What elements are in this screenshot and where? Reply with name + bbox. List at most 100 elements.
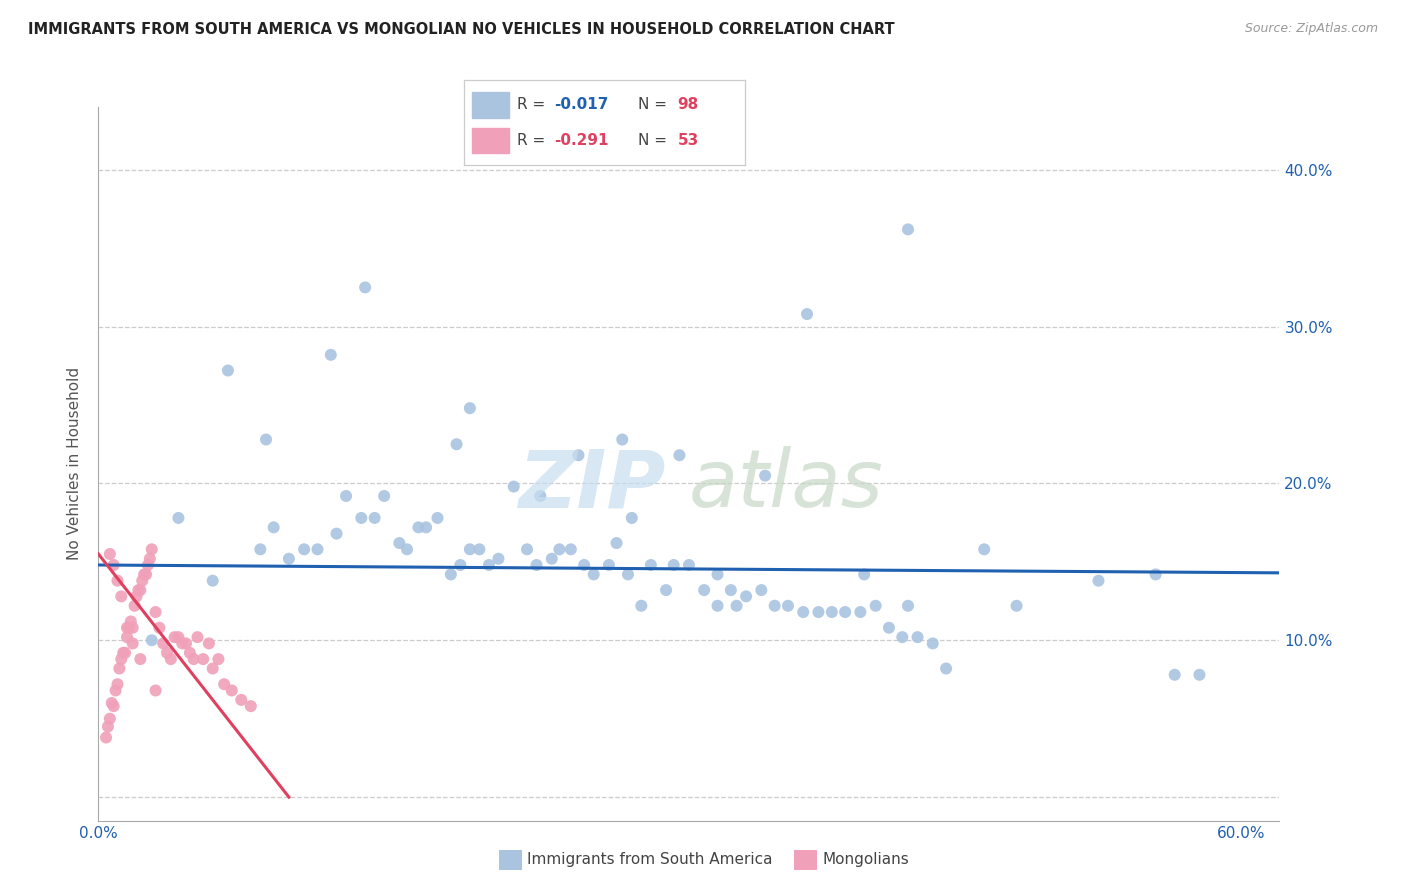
Point [335, 489, 357, 503]
Point [572, 558, 595, 572]
Point [834, 605, 856, 619]
Point [1087, 574, 1109, 588]
Point [127, 583, 149, 598]
Point [183, 652, 205, 666]
Point [640, 558, 662, 572]
Text: R =: R = [517, 133, 551, 148]
Point [193, 652, 215, 666]
Point [897, 222, 920, 236]
Point [115, 621, 138, 635]
Point [98, 712, 121, 726]
Point [231, 693, 253, 707]
Point [145, 683, 167, 698]
Point [749, 583, 772, 598]
Point [135, 567, 157, 582]
Point [935, 661, 957, 675]
Point [136, 558, 159, 572]
Point [865, 599, 887, 613]
Point [548, 542, 571, 557]
Point [249, 542, 271, 557]
Point [201, 574, 224, 588]
Text: ZIP: ZIP [517, 446, 665, 524]
Point [221, 683, 243, 698]
Point [678, 558, 700, 572]
Point [201, 661, 224, 675]
Point [907, 630, 929, 644]
Point [277, 551, 299, 566]
Point [118, 621, 141, 635]
Point [440, 567, 463, 582]
Point [110, 652, 132, 666]
Point [129, 583, 152, 598]
Point [124, 599, 146, 613]
Point [100, 696, 122, 710]
Point [754, 468, 776, 483]
Point [167, 630, 190, 644]
Point [630, 599, 652, 613]
Point [103, 699, 125, 714]
Point [207, 652, 229, 666]
Point [121, 636, 143, 650]
Point [239, 699, 262, 714]
Text: atlas: atlas [689, 446, 884, 524]
Point [478, 558, 501, 572]
Point [582, 567, 605, 582]
Point [148, 621, 170, 635]
Y-axis label: No Vehicles in Household: No Vehicles in Household [67, 368, 83, 560]
Point [217, 363, 239, 377]
Point [606, 536, 628, 550]
Point [792, 605, 814, 619]
Point [526, 558, 548, 572]
Point [98, 547, 121, 561]
Text: -0.291: -0.291 [554, 133, 609, 148]
Point [449, 558, 471, 572]
Point [897, 599, 920, 613]
Point [112, 646, 135, 660]
Point [388, 536, 411, 550]
Point [263, 520, 285, 534]
Point [145, 605, 167, 619]
Point [612, 433, 634, 447]
Point [426, 511, 449, 525]
Point [693, 583, 716, 598]
Point [849, 605, 872, 619]
Point [468, 542, 491, 557]
Point [97, 720, 120, 734]
Point [198, 636, 221, 650]
Point [540, 551, 562, 566]
Point [163, 630, 186, 644]
Point [488, 551, 510, 566]
Text: 53: 53 [678, 133, 699, 148]
Point [120, 615, 142, 629]
Point [129, 652, 152, 666]
Text: Source: ZipAtlas.com: Source: ZipAtlas.com [1244, 22, 1378, 36]
Point [186, 630, 208, 644]
Point [103, 558, 125, 572]
Bar [472, 128, 509, 153]
Point [108, 661, 131, 675]
Point [134, 567, 156, 582]
Point [115, 630, 138, 644]
Point [598, 558, 620, 572]
Point [325, 526, 347, 541]
Point [152, 636, 174, 650]
Point [821, 605, 844, 619]
Point [620, 511, 643, 525]
Point [319, 348, 342, 362]
Point [159, 652, 181, 666]
Point [458, 542, 481, 557]
Point [212, 677, 235, 691]
Text: IMMIGRANTS FROM SOUTH AMERICA VS MONGOLIAN NO VEHICLES IN HOUSEHOLD CORRELATION : IMMIGRANTS FROM SOUTH AMERICA VS MONGOLI… [28, 22, 894, 37]
Point [706, 567, 728, 582]
Point [560, 542, 582, 557]
Point [807, 605, 830, 619]
Point [110, 590, 132, 604]
Point [107, 677, 129, 691]
Point [395, 542, 418, 557]
Point [167, 511, 190, 525]
Point [121, 621, 143, 635]
Text: 98: 98 [678, 97, 699, 112]
Text: N =: N = [638, 133, 672, 148]
Point [567, 448, 589, 462]
Point [172, 636, 194, 650]
